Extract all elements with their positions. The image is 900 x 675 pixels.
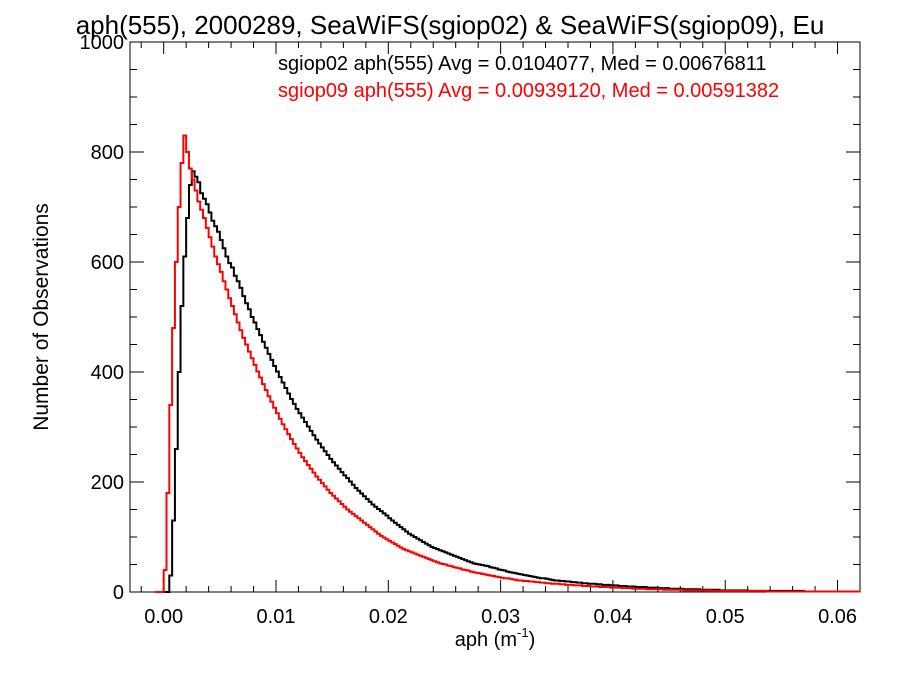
y-tick-label: 800 xyxy=(91,142,124,164)
plot-frame xyxy=(129,41,861,593)
legend: sgiop02 aph(555) Avg = 0.0104077, Med = … xyxy=(278,53,779,102)
series-group xyxy=(155,134,860,593)
y-tick-label: 1000 xyxy=(80,32,125,54)
x-tick-label: 0.01 xyxy=(257,606,296,628)
y-tick-label: 400 xyxy=(91,362,124,384)
x-tick-label: 0.03 xyxy=(481,606,520,628)
series-line-2 xyxy=(155,134,860,593)
x-axis-label: aph (m-1) xyxy=(455,625,535,651)
x-tick-label: 0.06 xyxy=(818,606,857,628)
y-tick-label: 600 xyxy=(91,252,124,274)
tick-labels: 0.00 0.01 0.02 0.03 0.04 0.05 0.06 0 200 400 600 80… xyxy=(80,32,858,628)
x-tick-label: 0.05 xyxy=(706,606,745,628)
y-axis-label: Number of Observations xyxy=(30,203,53,431)
y-tick-label: 200 xyxy=(91,472,124,494)
x-tick-label: 0.02 xyxy=(369,606,408,628)
legend-entry-2: sgiop09 aph(555) Avg = 0.00939120, Med =… xyxy=(278,80,779,102)
legend-entry-1: sgiop02 aph(555) Avg = 0.0104077, Med = … xyxy=(278,53,767,75)
x-tick-label: 0.04 xyxy=(593,606,632,628)
axis-ticks xyxy=(130,41,861,593)
y-tick-label: 0 xyxy=(113,582,124,604)
x-tick-label: 0.00 xyxy=(144,606,183,628)
series-line-1 xyxy=(160,170,860,593)
chart-title: aph(555), 2000289, SeaWiFS(sgiop02) & Se… xyxy=(76,10,825,40)
